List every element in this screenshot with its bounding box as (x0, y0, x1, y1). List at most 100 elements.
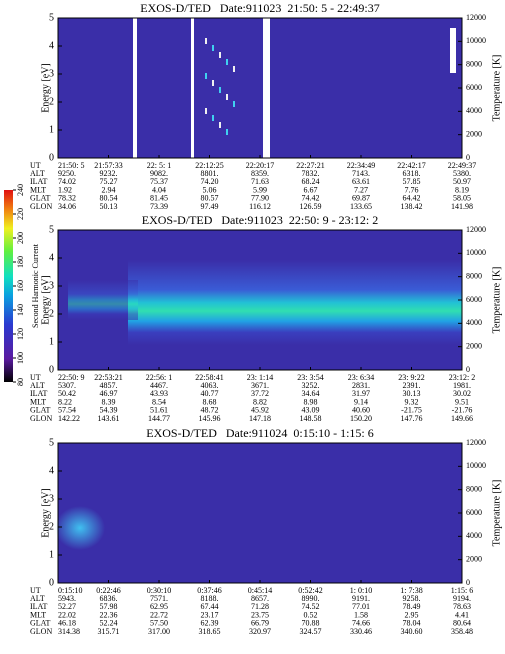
ephemeris-label: UT (30, 586, 41, 595)
y-tick-label: 5 (49, 12, 54, 23)
ephemeris-value: 71.63 (251, 177, 269, 186)
y-tick-label: 4 (49, 252, 54, 263)
ephemeris-label: GLAT (30, 406, 51, 415)
ephemeris-value: 0.52 (304, 610, 318, 619)
ephemeris-value: 21:57:33 (94, 161, 122, 170)
ephemeris-label: GLON (30, 414, 52, 423)
y-tick-label: 4 (49, 465, 54, 476)
y-tick-label: 3 (49, 68, 54, 79)
ephemeris-value: 2.95 (405, 610, 419, 619)
y2-tick-label: 10000 (466, 248, 486, 257)
ephemeris-value: 8.39 (102, 397, 116, 406)
ephemeris-value: 315.71 (98, 627, 120, 636)
ephemeris-value: 23: 3:54 (297, 373, 323, 382)
ephemeris-value: 34.64 (302, 389, 320, 398)
ephemeris-value: 149.66 (451, 414, 473, 423)
ephemeris-value: 9.32 (405, 397, 419, 406)
ephemeris-value: 358.48 (451, 627, 473, 636)
ephemeris-value: 126.59 (300, 202, 322, 211)
ephemeris-value: 340.60 (401, 627, 423, 636)
ephemeris-value: 22:12:25 (195, 161, 223, 170)
ephemeris-value: 8657. (251, 594, 269, 603)
ephemeris-value: 9.51 (455, 397, 469, 406)
ephemeris-value: 71.28 (251, 602, 269, 611)
y2-tick-label: 0 (466, 578, 470, 587)
ephemeris-value: 23.17 (201, 610, 219, 619)
ephemeris-value: 23:12: 2 (449, 373, 475, 382)
ephemeris-value: 6318. (403, 169, 421, 178)
y2-tick-label: 0 (466, 153, 470, 162)
ephemeris-value: 68.24 (302, 177, 320, 186)
y-axis-label: Energy [eV] (40, 63, 51, 113)
ephemeris-value: 9258. (403, 594, 421, 603)
ephemeris-value: 1.92 (58, 185, 72, 194)
ephemeris-value: 63.61 (352, 177, 370, 186)
ephemeris-value: 318.65 (199, 627, 221, 636)
y-axis-label: Energy [eV] (40, 488, 51, 538)
ephemeris-value: 30.13 (403, 389, 421, 398)
ephemeris-value: 144.77 (148, 414, 170, 423)
ephemeris-value: 7.76 (405, 185, 419, 194)
ephemeris-value: 40.77 (201, 389, 219, 398)
ephemeris-value: 8.19 (455, 185, 469, 194)
ephemeris-label: ILAT (30, 389, 47, 398)
colorbar-tick-label: 80 (16, 378, 25, 386)
ephemeris-value: 7143. (352, 169, 370, 178)
ephemeris-value: 77.01 (352, 602, 370, 611)
ephemeris-value: 141.98 (451, 202, 473, 211)
ephemeris-label: ILAT (30, 177, 47, 186)
ephemeris-label: ILAT (30, 602, 47, 611)
data-gap (191, 18, 194, 158)
ephemeris-value: 8359. (251, 169, 269, 178)
y2-tick-label: 2000 (466, 341, 482, 350)
ephemeris-value: 70.88 (302, 619, 320, 628)
burst (212, 80, 214, 86)
y-tick-label: 5 (49, 437, 54, 448)
y-tick-label: 2 (49, 308, 54, 319)
ephemeris-value: 46.97 (100, 389, 118, 398)
ephemeris-value: -21.75 (401, 406, 422, 415)
ephemeris-value: 45.92 (251, 406, 269, 415)
ephemeris-value: 81.45 (150, 194, 168, 203)
ephemeris-value: 0:15:10 (58, 586, 82, 595)
ephemeris-value: 8.22 (58, 397, 72, 406)
ephemeris-value: 97.49 (201, 202, 219, 211)
ephemeris-value: 5307. (58, 381, 76, 390)
ephemeris-value: 30.02 (453, 389, 471, 398)
burst (219, 52, 221, 58)
ephemeris-value: 8.98 (304, 397, 318, 406)
ephemeris-value: 50.13 (100, 202, 118, 211)
ephemeris-value: 4063. (201, 381, 219, 390)
ephemeris-value: 43.09 (302, 406, 320, 415)
ephemeris-value: 0:45:14 (248, 586, 272, 595)
y2-tick-label: 6000 (466, 83, 482, 92)
ephemeris-value: 50.97 (453, 177, 471, 186)
ephemeris-value: 2.94 (102, 185, 116, 194)
ephemeris-value: 3671. (251, 381, 269, 390)
y2-tick-label: 12000 (466, 225, 486, 234)
ephemeris-value: 74.42 (302, 194, 320, 203)
ephemeris-value: 64.42 (403, 194, 421, 203)
ephemeris-value: 80.54 (100, 194, 118, 203)
y2-tick-label: 0 (466, 365, 470, 374)
ephemeris-value: 8188. (201, 594, 219, 603)
ephemeris-value: 22:58:41 (195, 373, 223, 382)
ephemeris-value: 6836. (100, 594, 118, 603)
spectrogram-bg (58, 18, 462, 158)
ephemeris-value: 9250. (58, 169, 76, 178)
ephemeris-value: 8.82 (253, 397, 267, 406)
ephemeris-value: 147.76 (401, 414, 423, 423)
ephemeris-value: 3252. (302, 381, 320, 390)
ephemeris-value: 138.42 (401, 202, 423, 211)
y-tick-label: 0 (49, 577, 54, 588)
burst (205, 73, 207, 79)
ephemeris-value: 23.75 (251, 610, 269, 619)
ephemeris-value: 21:50: 5 (58, 161, 84, 170)
data-gap (263, 18, 270, 158)
ephemeris-value: 4.04 (152, 185, 166, 194)
ephemeris-value: 8990. (302, 594, 320, 603)
ephemeris-value: 77.90 (251, 194, 269, 203)
ephemeris-value: 74.02 (58, 177, 76, 186)
ephemeris-value: 7.27 (354, 185, 368, 194)
ephemeris-value: 1:15: 6 (451, 586, 473, 595)
